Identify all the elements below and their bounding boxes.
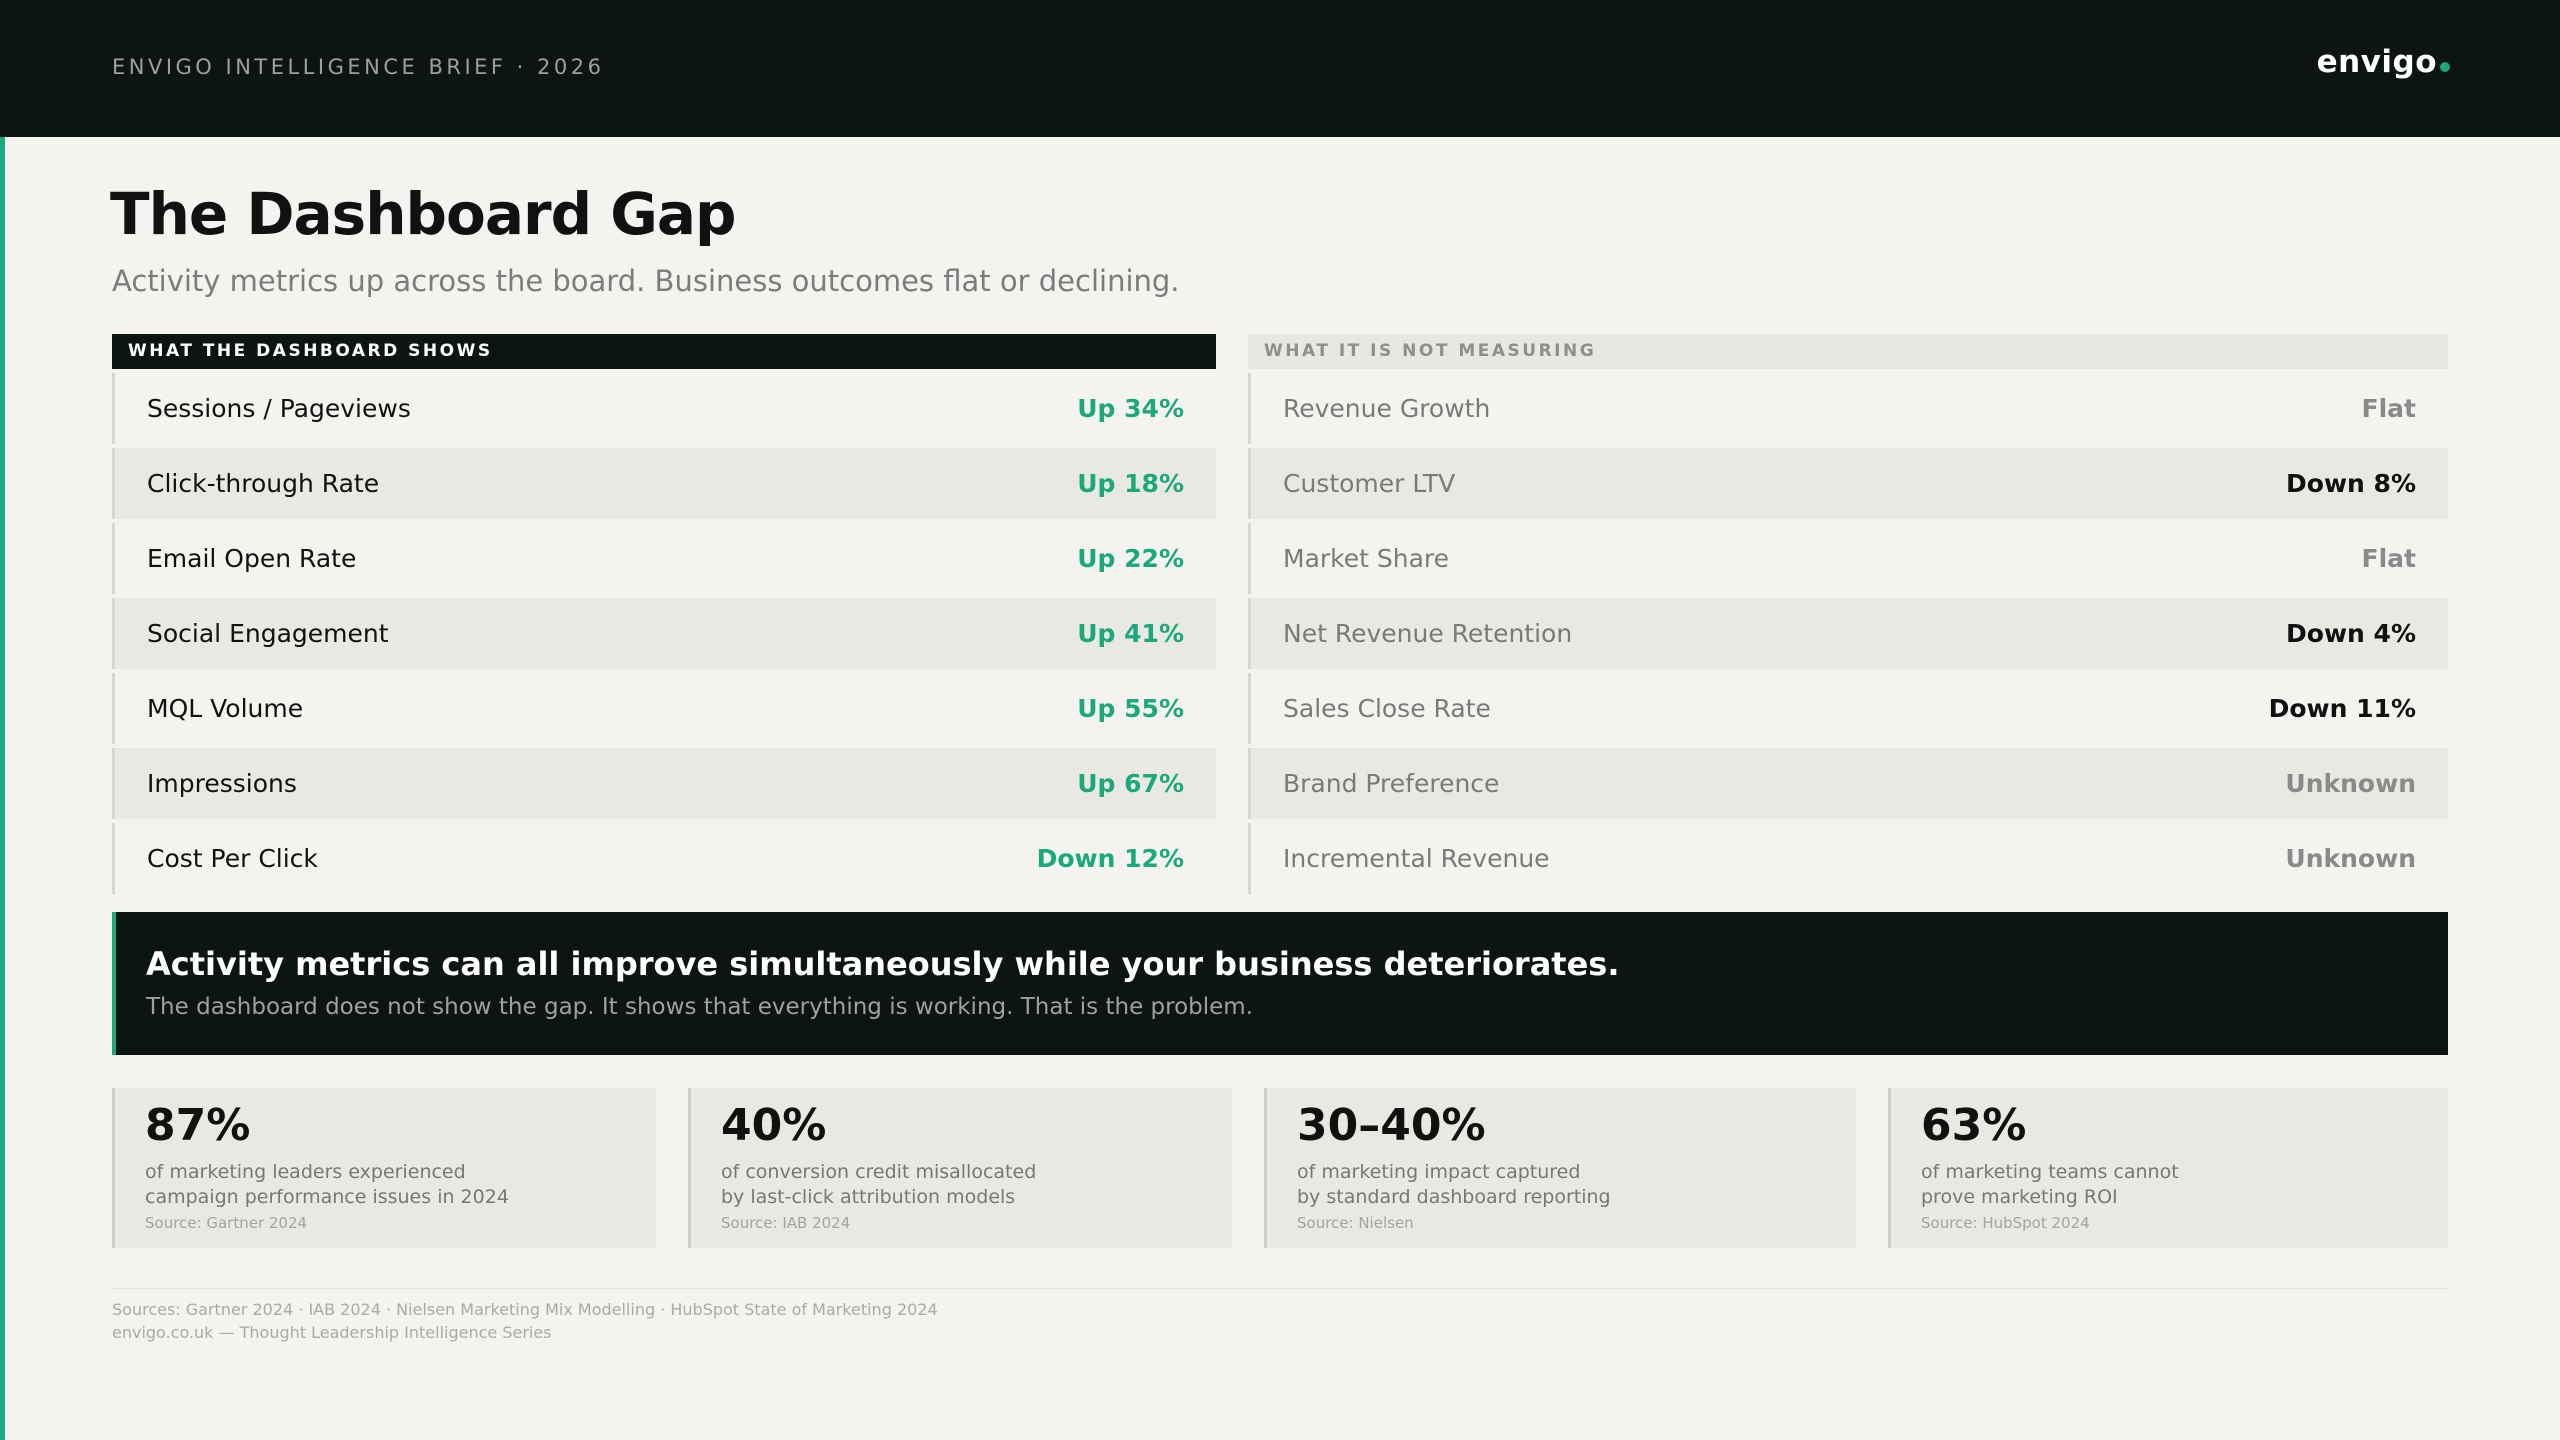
metric-row: Email Open Rate Up 22% (112, 523, 1216, 594)
outcome-value: Unknown (2285, 844, 2416, 873)
stat-value: 30–40% (1297, 1100, 1486, 1151)
stat-description: of marketing leaders experienced campaign… (145, 1160, 509, 1210)
outcome-label: Incremental Revenue (1283, 844, 1550, 873)
column-heading: WHAT IT IS NOT MEASURING (1248, 334, 2448, 369)
metric-row: Sessions / Pageviews Up 34% (112, 373, 1216, 444)
brief-label: ENVIGO INTELLIGENCE BRIEF · 2026 (112, 55, 605, 79)
outcome-value: Flat (2361, 544, 2416, 573)
outcome-label: Net Revenue Retention (1283, 619, 1573, 648)
metric-label: Cost Per Click (147, 844, 318, 873)
metric-value: Up 41% (1077, 619, 1184, 648)
outcome-value: Unknown (2285, 769, 2416, 798)
top-bar: ENVIGO INTELLIGENCE BRIEF · 2026 envigo (0, 0, 2560, 137)
dashboard-shows-column: WHAT THE DASHBOARD SHOWS Sessions / Page… (112, 334, 1216, 894)
stat-desc-line: of conversion credit misallocated (721, 1161, 1037, 1183)
footer-credit[interactable]: envigo.co.uk — Thought Leadership Intell… (112, 1323, 552, 1342)
stat-value: 63% (1921, 1100, 2027, 1151)
metric-label: Email Open Rate (147, 544, 357, 573)
key-insight-callout: Activity metrics can all improve simulta… (112, 912, 2448, 1055)
not-measuring-column: WHAT IT IS NOT MEASURING Revenue Growth F… (1248, 334, 2448, 894)
stat-desc-line: of marketing teams cannot (1921, 1161, 2179, 1183)
callout-headline: Activity metrics can all improve simulta… (146, 945, 1620, 983)
metric-label: MQL Volume (147, 694, 304, 723)
outcome-row: Sales Close Rate Down 11% (1248, 673, 2448, 744)
outcome-row: Market Share Flat (1248, 523, 2448, 594)
stat-description: of marketing impact captured by standard … (1297, 1160, 1611, 1210)
outcome-label: Brand Preference (1283, 769, 1500, 798)
page-title: The Dashboard Gap (110, 180, 737, 248)
outcome-row: Brand Preference Unknown (1248, 748, 2448, 819)
metric-value: Up 18% (1077, 469, 1184, 498)
footer-divider (112, 1288, 2448, 1289)
metric-row: Click-through Rate Up 18% (112, 448, 1216, 519)
metric-value: Up 22% (1077, 544, 1184, 573)
accent-bar (0, 137, 5, 1440)
metric-value: Up 34% (1077, 394, 1184, 423)
outcome-row: Revenue Growth Flat (1248, 373, 2448, 444)
metric-row: Cost Per Click Down 12% (112, 823, 1216, 894)
stat-desc-line: of marketing leaders experienced (145, 1161, 466, 1183)
stat-desc-line: prove marketing ROI (1921, 1186, 2118, 1208)
stat-source: Source: IAB 2024 (721, 1214, 851, 1232)
metric-row: MQL Volume Up 55% (112, 673, 1216, 744)
outcome-value: Down 8% (2286, 469, 2416, 498)
metric-value: Up 67% (1077, 769, 1184, 798)
metric-row: Social Engagement Up 41% (112, 598, 1216, 669)
outcome-label: Market Share (1283, 544, 1450, 573)
metric-value: Down 12% (1036, 844, 1184, 873)
metric-label: Click-through Rate (147, 469, 380, 498)
outcome-value: Down 4% (2286, 619, 2416, 648)
logo-text: envigo (2316, 44, 2437, 80)
outcome-value: Flat (2361, 394, 2416, 423)
stat-source: Source: Gartner 2024 (145, 1214, 308, 1232)
outcome-label: Customer LTV (1283, 469, 1456, 498)
stat-desc-line: campaign performance issues in 2024 (145, 1186, 509, 1208)
metric-label: Impressions (147, 769, 297, 798)
page-subtitle: Activity metrics up across the board. Bu… (112, 264, 1180, 298)
stat-card: 87% of marketing leaders experienced camp… (112, 1088, 656, 1248)
stat-description: of conversion credit misallocated by last… (721, 1160, 1036, 1210)
stat-card: 40% of conversion credit misallocated by … (688, 1088, 1232, 1248)
metric-label: Sessions / Pageviews (147, 394, 411, 423)
stat-desc-line: by last-click attribution models (721, 1186, 1016, 1208)
stat-value: 87% (145, 1100, 251, 1151)
metric-label: Social Engagement (147, 619, 389, 648)
column-heading: WHAT THE DASHBOARD SHOWS (112, 334, 1216, 369)
outcome-row: Incremental Revenue Unknown (1248, 823, 2448, 894)
stat-description: of marketing teams cannot prove marketing… (1921, 1160, 2179, 1210)
stat-source: Source: HubSpot 2024 (1921, 1214, 2090, 1232)
metric-value: Up 55% (1077, 694, 1184, 723)
stat-card: 30–40% of marketing impact captured by st… (1264, 1088, 1856, 1248)
stat-card: 63% of marketing teams cannot prove marke… (1888, 1088, 2448, 1248)
outcome-label: Sales Close Rate (1283, 694, 1491, 723)
outcome-value: Down 11% (2268, 694, 2416, 723)
outcome-row: Net Revenue Retention Down 4% (1248, 598, 2448, 669)
stat-value: 40% (721, 1100, 827, 1151)
outcome-row: Customer LTV Down 8% (1248, 448, 2448, 519)
metric-row: Impressions Up 67% (112, 748, 1216, 819)
stat-source: Source: Nielsen (1297, 1214, 1414, 1232)
logo-dot-icon (2440, 62, 2450, 72)
envigo-logo[interactable]: envigo (2317, 44, 2450, 80)
callout-subline: The dashboard does not show the gap. It … (146, 994, 1254, 1020)
stat-desc-line: of marketing impact captured (1297, 1161, 1581, 1183)
footer-sources: Sources: Gartner 2024 · IAB 2024 · Niels… (112, 1300, 938, 1319)
outcome-label: Revenue Growth (1283, 394, 1491, 423)
stat-desc-line: by standard dashboard reporting (1297, 1186, 1611, 1208)
